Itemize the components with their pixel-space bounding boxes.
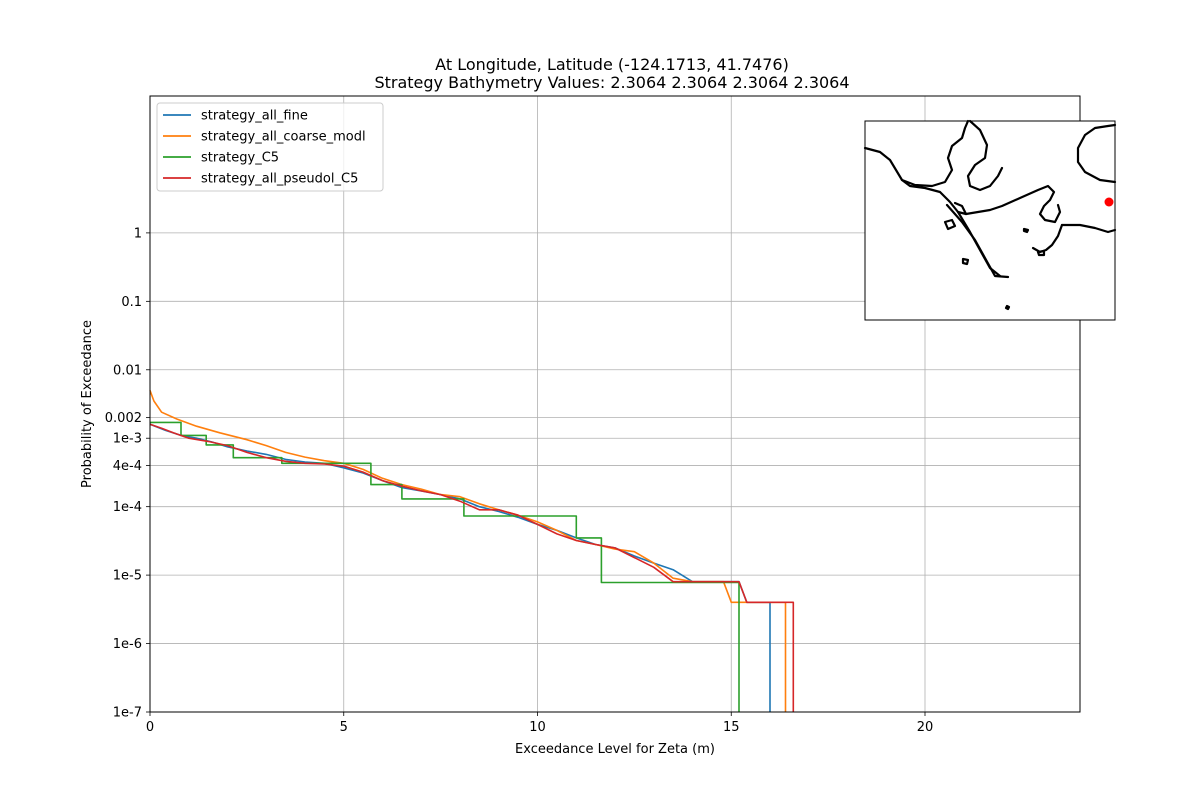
y-tick-label: 0.1 bbox=[121, 295, 142, 310]
series-line-strategy_C5 bbox=[150, 421, 740, 712]
inset-map-frame bbox=[864, 120, 1116, 321]
chart-title-line1: At Longitude, Latitude (-124.1713, 41.74… bbox=[435, 55, 789, 74]
coastline bbox=[863, 119, 1117, 311]
y-tick-label: 1 bbox=[134, 226, 142, 241]
coastline-bay-shore bbox=[900, 178, 968, 216]
y-tick-label: 4e-4 bbox=[113, 459, 142, 474]
x-tick-label: 0 bbox=[146, 720, 154, 735]
y-axis-label: Probability of Exceedance bbox=[80, 320, 95, 488]
coastline-inlet bbox=[964, 184, 1062, 224]
series-line-strategy_all_coarse_modl bbox=[149, 390, 787, 712]
y-tick-label: 0.002 bbox=[105, 411, 142, 426]
coastline-east bbox=[1060, 223, 1117, 234]
x-tick-label: 15 bbox=[723, 720, 740, 735]
y-tick-label: 1e-5 bbox=[113, 569, 142, 584]
coastline-islet bbox=[961, 257, 970, 266]
site-location-marker bbox=[1104, 197, 1114, 207]
inset-map bbox=[863, 119, 1117, 321]
x-axis-label: Exceedance Level for Zeta (m) bbox=[515, 742, 715, 757]
coastline-islet bbox=[1022, 227, 1030, 234]
legend-label: strategy_all_pseudol_C5 bbox=[201, 172, 358, 187]
x-tick-label: 20 bbox=[917, 720, 934, 735]
coastline-bay-north bbox=[863, 119, 970, 188]
inset-map-background bbox=[865, 121, 1115, 320]
x-axis-ticks: 0 5 10 15 20 bbox=[146, 712, 933, 735]
y-tick-label: 1e-7 bbox=[113, 706, 142, 721]
coastline-channel-east bbox=[956, 210, 1002, 278]
y-tick-label: 0.01 bbox=[113, 363, 142, 378]
coastline-islet bbox=[943, 218, 957, 231]
coastline-lake bbox=[1076, 123, 1117, 184]
legend-label: strategy_C5 bbox=[201, 151, 279, 166]
x-tick-label: 5 bbox=[340, 720, 348, 735]
y-tick-label: 1e-3 bbox=[113, 432, 142, 447]
legend-frame bbox=[156, 102, 384, 192]
y-tick-label: 1e-6 bbox=[113, 637, 142, 652]
legend-label: strategy_all_coarse_modl bbox=[201, 130, 366, 145]
coastline-islet bbox=[1036, 249, 1046, 257]
coastline-river bbox=[966, 119, 1004, 192]
chart-title-line2: Strategy Bathymetry Values: 2.3064 2.306… bbox=[374, 73, 849, 92]
y-axis-ticks: 1 0.1 0.01 0.002 1e-3 4e-4 1e-4 1e-5 1e-6 1e-7 bbox=[105, 226, 150, 721]
plot-frame bbox=[149, 95, 1081, 713]
series-line-strategy_all_pseudol_C5 bbox=[149, 423, 795, 712]
x-tick-label: 10 bbox=[529, 720, 546, 735]
coastline-islet bbox=[1004, 304, 1011, 311]
y-tick-label: 1e-4 bbox=[113, 500, 142, 515]
legend: strategy_all_fine strategy_all_coarse_mod… bbox=[156, 102, 384, 192]
series-lines bbox=[149, 390, 795, 712]
legend-label: strategy_all_fine bbox=[201, 109, 308, 124]
